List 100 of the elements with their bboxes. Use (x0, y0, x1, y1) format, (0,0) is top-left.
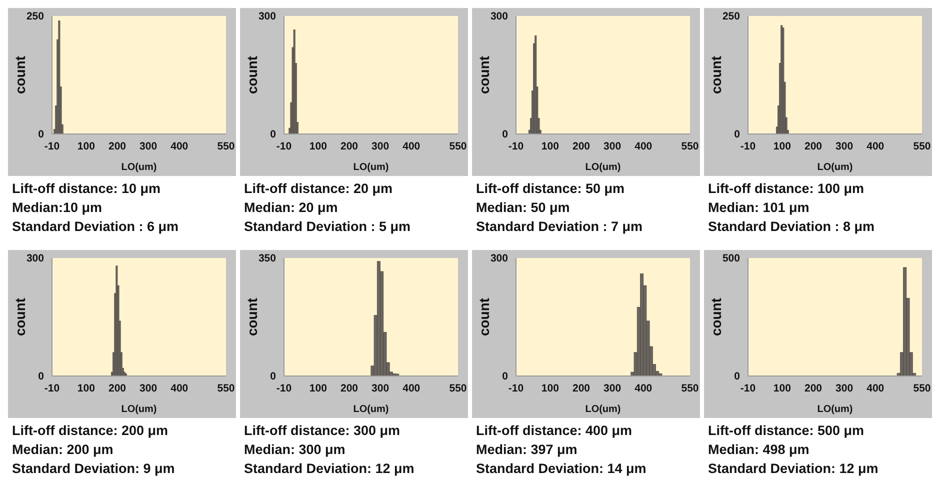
text: Median: 300 μm (244, 441, 346, 459)
x-tick-label: 200 (340, 382, 358, 394)
x-axis-title: LO(um) (585, 162, 621, 173)
y-tick-label: 0 (270, 370, 276, 383)
text: Standard Deviation : 7 μm (476, 218, 644, 236)
y-tick-label: 0 (502, 128, 508, 141)
text: Standard Deviation: 14 μm (476, 460, 648, 478)
text: Standard Deviation : 8 μm (708, 218, 876, 236)
x-tick-label: 550 (217, 382, 235, 394)
text: Median: 498 μm (708, 441, 810, 459)
y-tick-label: 300 (26, 252, 44, 265)
text: Median: 50 μm (476, 199, 571, 217)
x-tick-label: 300 (604, 140, 622, 152)
y-axis-title: count (708, 56, 724, 94)
x-tick-label: 100 (309, 140, 328, 152)
x-tick-label: 400 (866, 382, 884, 394)
text: Lift-off distance: 300 μm (244, 422, 402, 440)
x-tick-label: 550 (217, 140, 235, 152)
x-tick-label: 550 (913, 140, 931, 152)
x-tick-label: 550 (449, 140, 467, 152)
x-tick-label: 200 (572, 140, 590, 152)
y-axis-title: count (476, 56, 492, 94)
x-tick-label: 400 (170, 382, 188, 394)
x-tick-label: 300 (140, 140, 158, 152)
y-tick-label: 0 (38, 128, 44, 141)
text: Standard Deviation: 12 μm (708, 460, 880, 478)
x-axis-title: LO(um) (353, 162, 389, 173)
x-tick-label: -10 (44, 382, 60, 394)
x-axis-title: LO(um) (121, 404, 157, 415)
x-tick-label: 300 (140, 382, 158, 394)
y-tick-label: 350 (258, 252, 276, 265)
x-tick-label: 100 (77, 140, 96, 152)
text: Standard Deviation: 12 μm (244, 460, 416, 478)
text: Median:10 μm (12, 199, 104, 217)
text: Median: 397 μm (476, 441, 578, 459)
x-tick-label: 200 (804, 140, 822, 152)
x-tick-label: -10 (276, 140, 292, 152)
x-tick-label: 550 (449, 382, 467, 394)
y-tick-label: 0 (502, 370, 508, 383)
x-axis-title: LO(um) (817, 404, 853, 415)
y-tick-label: 0 (270, 128, 276, 141)
x-tick-label: 400 (402, 140, 420, 152)
y-tick-label: 250 (722, 10, 740, 23)
text: Lift-off distance: 200 μm (12, 422, 170, 440)
text: Median: 101 μm (708, 199, 810, 217)
text: Median: 20 μm (244, 199, 339, 217)
x-axis-title: LO(um) (121, 162, 157, 173)
y-tick-label: 0 (734, 128, 740, 141)
y-axis-title: count (12, 56, 28, 94)
y-tick-label: 0 (734, 370, 740, 383)
x-tick-label: 550 (681, 382, 699, 394)
text: Lift-off distance: 100 μm (708, 180, 866, 198)
x-tick-label: 200 (340, 140, 358, 152)
x-tick-label: -10 (740, 382, 756, 394)
y-tick-label: 300 (490, 10, 508, 23)
text: Lift-off distance: 500 μm (708, 422, 866, 440)
x-tick-label: 200 (108, 140, 126, 152)
text: Lift-off distance: 20 μm (244, 180, 394, 198)
x-tick-label: 400 (170, 140, 188, 152)
text: Median: 200 μm (12, 441, 114, 459)
y-axis-title: count (708, 298, 724, 336)
y-axis-title: count (476, 298, 492, 336)
x-tick-label: -10 (276, 382, 292, 394)
x-axis-title: LO(um) (585, 404, 621, 415)
x-tick-label: 400 (634, 140, 652, 152)
x-tick-label: 300 (836, 382, 854, 394)
x-tick-label: 400 (866, 140, 884, 152)
x-tick-label: 550 (913, 382, 931, 394)
x-tick-label: 200 (108, 382, 126, 394)
y-axis-title: count (244, 56, 260, 94)
text: Lift-off distance: 50 μm (476, 180, 626, 198)
y-tick-label: 300 (490, 252, 508, 265)
x-tick-label: 100 (773, 382, 792, 394)
x-axis-title: LO(um) (817, 162, 853, 173)
x-tick-label: -10 (740, 140, 756, 152)
y-axis-title: count (12, 298, 28, 336)
y-tick-label: 0 (38, 370, 44, 383)
text: Standard Deviation : 5 μm (244, 218, 412, 236)
x-tick-label: -10 (508, 140, 524, 152)
x-tick-label: 200 (804, 382, 822, 394)
x-tick-label: -10 (44, 140, 60, 152)
text: Lift-off distance: 10 μm (12, 180, 162, 198)
x-axis-title: LO(um) (353, 404, 389, 415)
x-tick-label: 100 (309, 382, 328, 394)
x-tick-label: 300 (836, 140, 854, 152)
x-tick-label: 100 (773, 140, 792, 152)
x-tick-label: 100 (541, 140, 560, 152)
x-tick-label: 400 (634, 382, 652, 394)
x-tick-label: 550 (681, 140, 699, 152)
x-tick-label: 100 (541, 382, 560, 394)
y-tick-label: 500 (722, 252, 740, 265)
x-tick-label: 200 (572, 382, 590, 394)
x-tick-label: 300 (372, 382, 390, 394)
y-tick-label: 300 (258, 10, 276, 23)
y-axis-title: count (244, 298, 260, 336)
text: Lift-off distance: 400 μm (476, 422, 634, 440)
y-tick-label: 250 (26, 10, 44, 23)
x-tick-label: 400 (402, 382, 420, 394)
text: Standard Deviation: 9 μm (12, 460, 176, 478)
x-tick-label: 300 (604, 382, 622, 394)
